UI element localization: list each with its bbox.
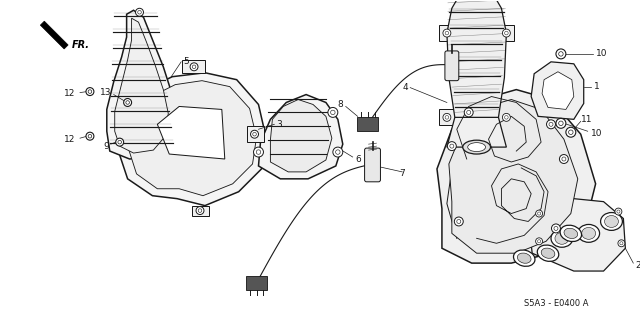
Circle shape [536, 210, 543, 217]
Polygon shape [182, 60, 205, 73]
Polygon shape [542, 72, 574, 109]
Text: 6: 6 [356, 154, 362, 164]
Text: 10: 10 [596, 49, 607, 58]
Text: 7: 7 [399, 169, 405, 178]
Ellipse shape [578, 225, 600, 242]
Ellipse shape [560, 225, 582, 241]
Circle shape [559, 154, 568, 163]
Ellipse shape [605, 216, 618, 227]
Ellipse shape [582, 227, 596, 239]
Polygon shape [107, 10, 176, 159]
Text: 1: 1 [594, 82, 600, 91]
Circle shape [86, 88, 94, 96]
Polygon shape [439, 109, 515, 125]
Polygon shape [447, 117, 506, 147]
Circle shape [443, 29, 451, 37]
Text: S5A3 - E0400 A: S5A3 - E0400 A [524, 299, 588, 308]
Text: 13: 13 [100, 88, 111, 97]
Text: 4: 4 [403, 83, 408, 92]
FancyBboxPatch shape [365, 148, 380, 182]
Circle shape [566, 127, 576, 137]
Polygon shape [529, 199, 625, 271]
Polygon shape [115, 18, 168, 153]
Circle shape [447, 142, 456, 151]
Text: 10: 10 [591, 129, 602, 138]
Circle shape [618, 240, 625, 247]
Polygon shape [259, 94, 343, 179]
Ellipse shape [564, 228, 578, 239]
Circle shape [502, 29, 510, 37]
Circle shape [86, 132, 94, 140]
Circle shape [536, 238, 543, 245]
Ellipse shape [517, 253, 531, 263]
Circle shape [464, 108, 473, 117]
Polygon shape [270, 100, 332, 172]
Circle shape [615, 208, 622, 215]
Ellipse shape [555, 232, 569, 244]
Circle shape [124, 99, 132, 107]
Circle shape [502, 113, 510, 121]
Polygon shape [439, 25, 515, 41]
Text: 8: 8 [337, 100, 343, 109]
Polygon shape [437, 90, 596, 263]
Polygon shape [449, 100, 578, 253]
Text: FR.: FR. [72, 40, 90, 50]
Ellipse shape [600, 212, 622, 230]
Polygon shape [192, 206, 209, 216]
Circle shape [547, 120, 556, 129]
Text: 12: 12 [65, 135, 76, 144]
Ellipse shape [551, 229, 573, 247]
Polygon shape [127, 81, 257, 196]
Ellipse shape [541, 248, 555, 258]
Text: 2: 2 [636, 261, 640, 270]
Text: 11: 11 [580, 115, 592, 124]
Polygon shape [118, 73, 266, 206]
Circle shape [443, 113, 451, 121]
Circle shape [196, 207, 204, 215]
Circle shape [454, 217, 463, 226]
Polygon shape [40, 21, 68, 49]
Circle shape [552, 224, 561, 233]
Circle shape [328, 108, 338, 117]
Polygon shape [157, 107, 225, 159]
Circle shape [190, 63, 198, 71]
Circle shape [116, 138, 124, 146]
Circle shape [556, 118, 566, 128]
Text: 3: 3 [276, 120, 282, 129]
Ellipse shape [513, 250, 535, 266]
Text: 5: 5 [183, 57, 189, 66]
Circle shape [556, 49, 566, 59]
Ellipse shape [468, 143, 486, 152]
Polygon shape [246, 126, 264, 142]
Circle shape [251, 130, 259, 138]
Circle shape [333, 147, 343, 157]
Circle shape [253, 147, 264, 157]
Bar [246, 276, 268, 290]
Text: 12: 12 [65, 89, 76, 98]
Ellipse shape [538, 245, 559, 261]
Circle shape [136, 8, 143, 16]
Polygon shape [447, 0, 506, 117]
Polygon shape [531, 62, 584, 119]
Text: 9: 9 [103, 142, 109, 151]
Bar [356, 117, 378, 131]
FancyBboxPatch shape [445, 51, 459, 81]
Ellipse shape [463, 140, 490, 154]
